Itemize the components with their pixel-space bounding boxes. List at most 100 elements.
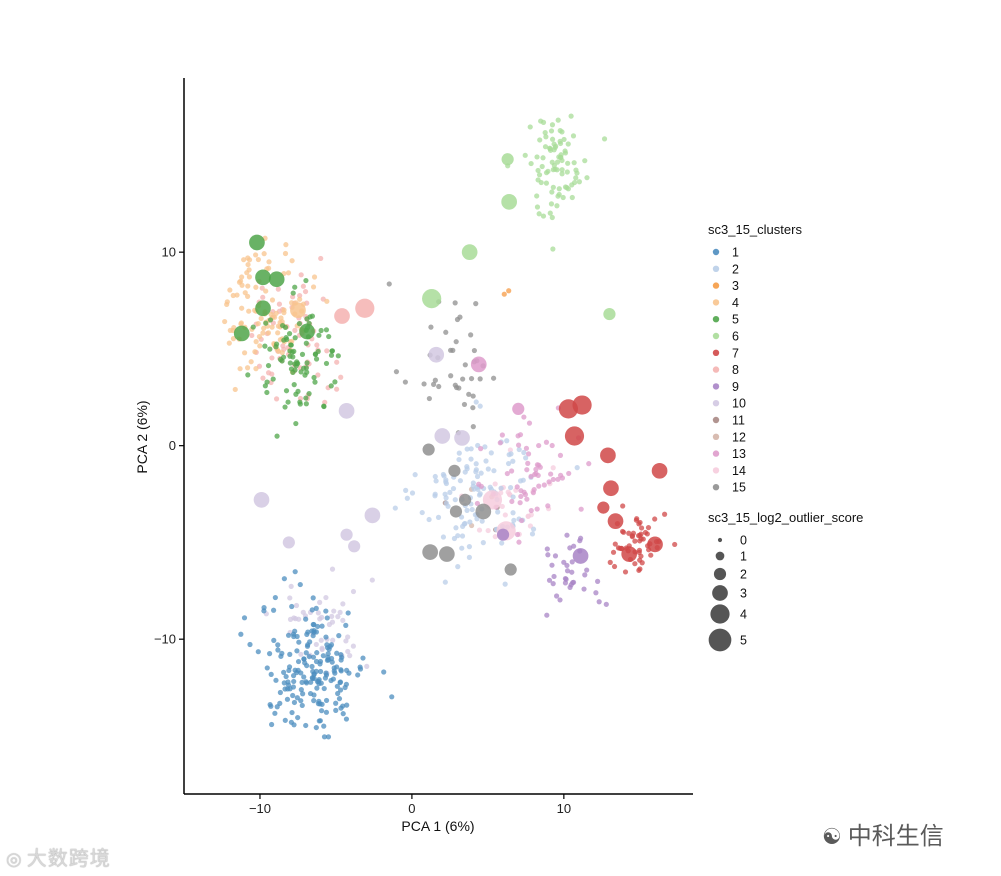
point-cluster-13 (557, 452, 564, 458)
point-cluster-7 (638, 553, 644, 559)
outlier-point-cluster-5 (249, 234, 265, 251)
outlier-point-cluster-6 (603, 307, 616, 321)
point-cluster-9 (552, 553, 559, 559)
point-cluster-4 (245, 255, 251, 261)
point-cluster-2 (468, 446, 474, 452)
point-cluster-9 (571, 543, 577, 549)
point-cluster-9 (557, 597, 563, 603)
point-cluster-2 (432, 473, 438, 480)
point-cluster-5 (306, 391, 312, 397)
point-cluster-10 (317, 599, 323, 605)
point-cluster-10 (345, 634, 351, 640)
point-cluster-6 (540, 119, 547, 125)
point-cluster-2 (488, 450, 494, 456)
point-cluster-13 (578, 506, 584, 512)
point-cluster-1 (294, 669, 300, 676)
point-cluster-2 (435, 514, 442, 520)
point-cluster-1 (298, 698, 304, 704)
point-cluster-5 (312, 351, 319, 357)
point-cluster-4 (273, 310, 279, 316)
point-cluster-3 (501, 291, 507, 297)
point-cluster-15 (453, 339, 459, 345)
point-cluster-1 (261, 608, 267, 614)
point-cluster-4 (310, 284, 317, 290)
point-cluster-5 (287, 353, 293, 359)
point-cluster-1 (247, 641, 253, 648)
point-cluster-1 (319, 623, 325, 629)
point-cluster-4 (282, 250, 289, 257)
size-legend-label: 0 (740, 534, 747, 548)
point-cluster-2 (459, 533, 466, 539)
legend-swatch-cluster-1 (712, 248, 720, 256)
point-cluster-7 (636, 567, 642, 573)
point-cluster-6 (559, 167, 565, 173)
point-cluster-4 (245, 283, 251, 289)
point-cluster-2 (419, 509, 425, 516)
point-cluster-2 (456, 456, 462, 463)
point-cluster-8 (302, 288, 309, 295)
point-cluster-2 (510, 510, 516, 516)
point-cluster-15 (456, 385, 462, 391)
point-cluster-1 (340, 711, 346, 717)
point-cluster-5 (296, 321, 302, 327)
point-cluster-6 (560, 194, 566, 201)
point-cluster-4 (232, 386, 238, 393)
point-cluster-9 (603, 601, 609, 607)
point-cluster-13 (518, 488, 524, 494)
point-cluster-5 (293, 420, 299, 427)
point-cluster-13 (548, 471, 554, 477)
outlier-point-cluster-7 (621, 546, 638, 562)
outlier-point-cluster-15 (422, 544, 438, 560)
point-cluster-1 (310, 675, 316, 681)
point-cluster-10 (315, 610, 321, 616)
legend-label-cluster-11: 11 (732, 414, 745, 428)
legend-swatch-cluster-9 (712, 383, 720, 390)
point-cluster-1 (295, 658, 302, 665)
point-cluster-5 (326, 333, 332, 340)
point-cluster-9 (546, 577, 553, 583)
point-cluster-9 (564, 532, 570, 538)
point-cluster-5 (274, 433, 280, 439)
point-cluster-13 (549, 442, 555, 449)
point-cluster-1 (338, 705, 344, 711)
point-cluster-4 (241, 257, 247, 263)
point-cluster-2 (464, 446, 470, 452)
point-cluster-1 (360, 655, 366, 661)
point-cluster-4 (231, 324, 237, 331)
point-cluster-6 (550, 167, 556, 173)
point-cluster-5 (273, 341, 280, 347)
point-cluster-6 (536, 211, 542, 217)
outlier-point-cluster-6 (501, 153, 514, 166)
point-cluster-1 (268, 671, 274, 677)
point-cluster-4 (237, 366, 243, 372)
point-cluster-5 (267, 317, 274, 323)
point-cluster-13 (516, 539, 522, 545)
point-cluster-1 (323, 634, 329, 640)
point-cluster-14 (492, 534, 498, 540)
point-cluster-7 (620, 503, 626, 509)
point-cluster-1 (281, 669, 287, 675)
point-cluster-2 (510, 494, 516, 500)
watermark-right-text: 中科生信 (847, 822, 944, 850)
point-cluster-13 (528, 507, 534, 514)
point-cluster-6 (561, 136, 567, 143)
size-legend-label: 4 (740, 608, 747, 622)
point-cluster-7 (634, 516, 640, 522)
point-cluster-1 (281, 576, 287, 582)
point-cluster-5 (288, 342, 294, 348)
point-cluster-8 (334, 359, 340, 365)
point-cluster-10 (330, 637, 336, 643)
point-cluster-13 (533, 470, 539, 477)
point-cluster-15 (470, 405, 476, 411)
color-legend-title: sc3_15_clusters (708, 222, 802, 237)
point-cluster-6 (557, 140, 564, 147)
point-cluster-10 (319, 646, 325, 653)
y-tick-label: −10 (154, 632, 176, 647)
point-cluster-6 (535, 177, 541, 183)
size-legend-label: 3 (740, 587, 747, 601)
point-cluster-2 (498, 485, 504, 491)
point-cluster-8 (314, 342, 320, 348)
point-cluster-4 (278, 315, 284, 321)
legend-swatch-cluster-2 (712, 265, 720, 272)
size-legend-circle (712, 585, 728, 601)
